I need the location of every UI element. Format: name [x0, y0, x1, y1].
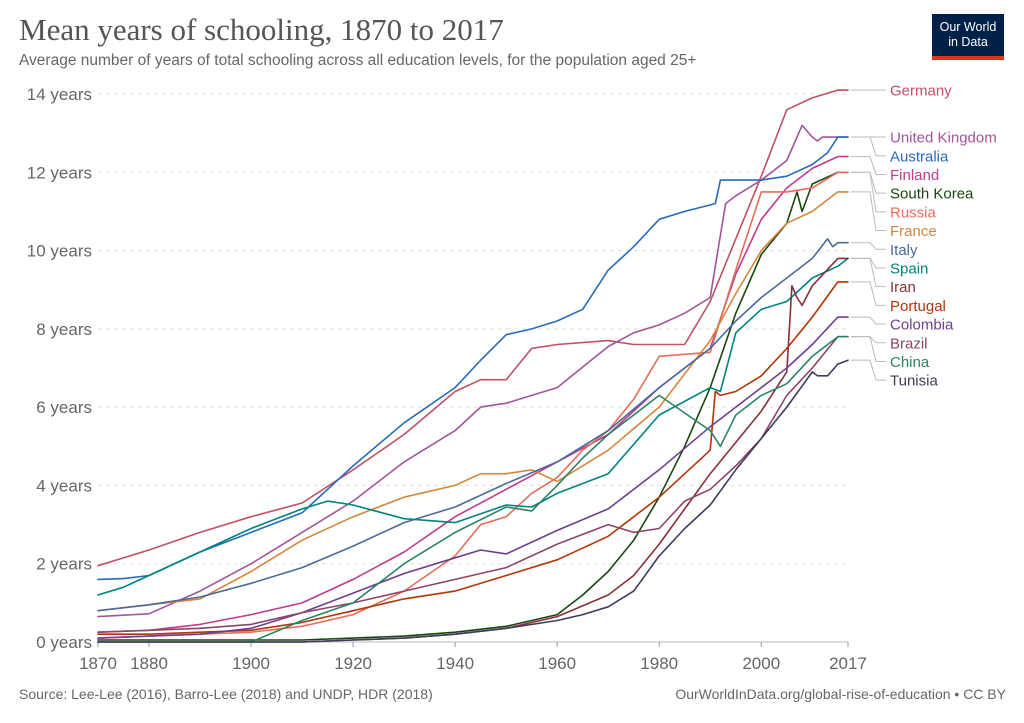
- series-line-france: [97, 191, 849, 612]
- x-tick-label: 1940: [436, 654, 474, 673]
- x-tick-label: 1870: [79, 654, 117, 673]
- legend-label-portugal: Portugal: [890, 298, 946, 315]
- series-line-germany: [97, 89, 849, 567]
- legend-label-russia: Russia: [890, 204, 937, 221]
- series-line-italy: [97, 238, 849, 612]
- series-line-australia: [97, 136, 849, 581]
- legend-label-france: France: [890, 223, 937, 240]
- legend-connector: [851, 257, 886, 288]
- y-tick-label: 12 years: [27, 163, 92, 182]
- legend-connector: [851, 191, 886, 232]
- y-tick-label: 2 years: [36, 555, 92, 574]
- series-line-portugal: [97, 281, 849, 636]
- legend-label-colombia: Colombia: [890, 317, 954, 334]
- owid-logo[interactable]: Our World in Data: [932, 14, 1004, 60]
- chart-title: Mean years of schooling, 1870 to 2017: [19, 12, 504, 47]
- legend-label-tunisia: Tunisia: [890, 373, 938, 390]
- y-tick-label: 6 years: [36, 398, 92, 417]
- legend-label-germany: Germany: [890, 83, 952, 100]
- legend-connector: [851, 136, 886, 157]
- legend-connector: [851, 171, 886, 194]
- legend-label-south-korea: South Korea: [890, 186, 974, 203]
- legend-label-italy: Italy: [890, 242, 918, 259]
- series-line-tunisia: [97, 359, 849, 643]
- legend-label-china: China: [890, 354, 930, 371]
- legend-connector: [851, 156, 886, 175]
- legend-label-australia: Australia: [890, 148, 949, 165]
- x-tick-label: 1980: [640, 654, 678, 673]
- y-tick-label: 14 years: [27, 85, 92, 104]
- series-line-china: [97, 335, 849, 643]
- series-line-south-korea: [97, 171, 849, 641]
- logo-line-2: in Data: [948, 35, 988, 49]
- legend-connector: [851, 171, 886, 213]
- series-line-colombia: [97, 316, 849, 639]
- legend-connector: [851, 359, 886, 381]
- legend-label-finland: Finland: [890, 167, 939, 184]
- legend-label-spain: Spain: [890, 260, 928, 277]
- x-tick-label: 2000: [742, 654, 780, 673]
- series-line-russia: [97, 171, 849, 639]
- series-line-spain: [97, 257, 849, 596]
- series-line-brazil: [97, 335, 849, 634]
- legend-label-brazil: Brazil: [890, 335, 928, 352]
- legend-connector: [851, 336, 886, 362]
- legend-connector: [851, 316, 886, 325]
- legend-connector: [851, 257, 886, 269]
- y-tick-label: 0 years: [36, 633, 92, 652]
- legend-label-united-kingdom: United Kingdom: [890, 130, 997, 147]
- source-note: Source: Lee-Lee (2016), Barro-Lee (2018)…: [19, 686, 433, 702]
- x-tick-label: 2017: [829, 654, 867, 673]
- y-tick-label: 8 years: [36, 320, 92, 339]
- x-tick-label: 1900: [232, 654, 270, 673]
- logo-line-1: Our World: [939, 20, 997, 34]
- legend-connector: [851, 281, 886, 306]
- x-tick-label: 1920: [334, 654, 372, 673]
- y-tick-label: 4 years: [36, 476, 92, 495]
- legend-label-iran: Iran: [890, 279, 916, 296]
- series-line-united-kingdom: [97, 124, 849, 618]
- series-line-finland: [97, 155, 849, 634]
- x-tick-label: 1960: [538, 654, 576, 673]
- x-tick-label: 1880: [130, 654, 168, 673]
- credit-link[interactable]: OurWorldInData.org/global-rise-of-educat…: [675, 686, 1006, 702]
- chart-subtitle: Average number of years of total schooli…: [19, 52, 697, 69]
- y-tick-label: 10 years: [27, 242, 92, 261]
- legend-connector: [851, 242, 886, 250]
- legend-connector: [851, 336, 886, 344]
